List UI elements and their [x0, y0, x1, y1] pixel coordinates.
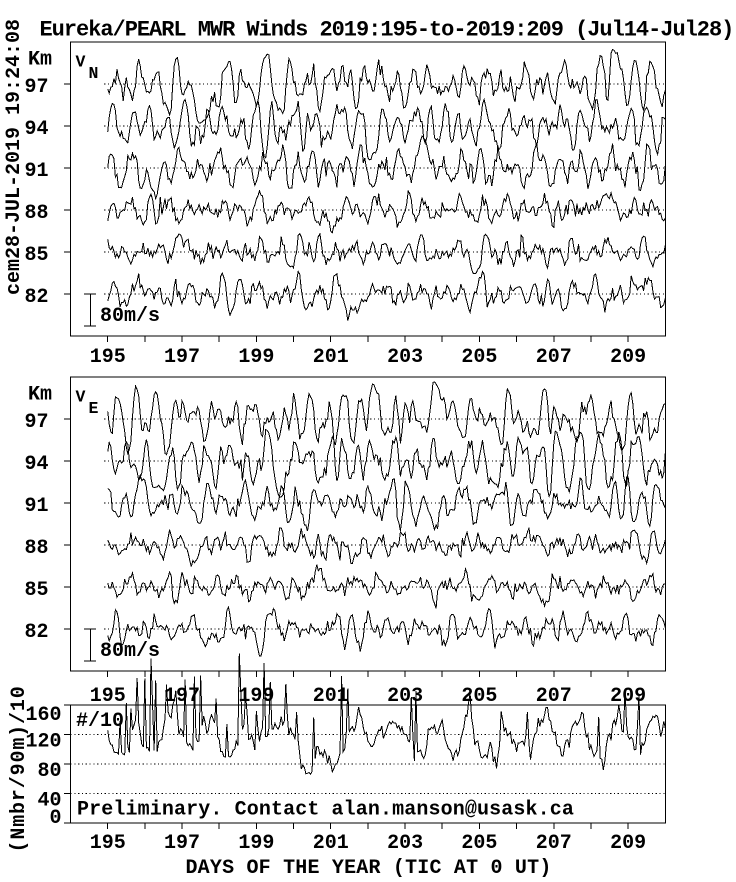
svg-text:80m/s: 80m/s	[100, 305, 160, 328]
svg-text:195: 195	[90, 346, 126, 369]
svg-text:E: E	[89, 399, 99, 418]
svg-text:203: 203	[387, 346, 423, 369]
svg-text:N: N	[89, 64, 99, 83]
svg-text:80m/s: 80m/s	[100, 640, 160, 663]
svg-text:91: 91	[24, 160, 48, 183]
svg-text:88: 88	[24, 537, 48, 560]
svg-text:209: 209	[610, 346, 646, 369]
svg-text:#/10: #/10	[76, 710, 124, 733]
svg-text:195: 195	[90, 685, 126, 708]
svg-text:94: 94	[24, 118, 48, 141]
svg-text:(Nmbr/90m)/10: (Nmbr/90m)/10	[8, 685, 31, 852]
svg-text:V: V	[76, 388, 86, 407]
svg-text:201: 201	[313, 685, 349, 708]
svg-text:120: 120	[25, 730, 61, 753]
svg-text:197: 197	[164, 832, 200, 855]
svg-text:97: 97	[24, 76, 48, 99]
svg-text:Km: Km	[28, 49, 52, 72]
svg-text:Eureka/PEARL MWR Winds 2019:19: Eureka/PEARL MWR Winds 2019:195-to-2019:…	[40, 18, 734, 43]
svg-text:0: 0	[49, 807, 61, 830]
svg-text:207: 207	[536, 685, 572, 708]
svg-text:97: 97	[24, 411, 48, 434]
svg-text:85: 85	[24, 244, 48, 267]
svg-text:197: 197	[164, 346, 200, 369]
svg-text:82: 82	[24, 621, 48, 644]
svg-text:207: 207	[536, 346, 572, 369]
svg-text:94: 94	[24, 453, 48, 476]
svg-text:199: 199	[238, 685, 274, 708]
svg-text:199: 199	[238, 346, 274, 369]
svg-text:209: 209	[610, 685, 646, 708]
svg-text:88: 88	[24, 202, 48, 225]
svg-text:205: 205	[461, 346, 497, 369]
svg-text:cem28-JUL-2019 19:24:08: cem28-JUL-2019 19:24:08	[3, 19, 26, 295]
svg-text:80: 80	[37, 760, 61, 783]
svg-text:195: 195	[90, 832, 126, 855]
svg-text:82: 82	[24, 286, 48, 309]
svg-text:DAYS OF THE YEAR (TIC AT 0 UT): DAYS OF THE YEAR (TIC AT 0 UT)	[185, 857, 551, 877]
svg-text:197: 197	[164, 685, 200, 708]
svg-text:V: V	[76, 53, 86, 72]
svg-text:199: 199	[238, 832, 274, 855]
svg-text:91: 91	[24, 495, 48, 518]
svg-text:209: 209	[610, 832, 646, 855]
svg-text:160: 160	[25, 704, 61, 727]
svg-text:85: 85	[24, 579, 48, 602]
svg-text:205: 205	[461, 832, 497, 855]
svg-text:201: 201	[313, 346, 349, 369]
svg-text:40: 40	[37, 789, 61, 812]
svg-text:201: 201	[313, 832, 349, 855]
svg-text:Preliminary. Contact alan.mans: Preliminary. Contact alan.manson@usask.c…	[77, 799, 574, 822]
svg-text:Km: Km	[28, 384, 52, 407]
svg-text:203: 203	[387, 685, 423, 708]
svg-text:205: 205	[461, 685, 497, 708]
svg-text:207: 207	[536, 832, 572, 855]
svg-text:203: 203	[387, 832, 423, 855]
